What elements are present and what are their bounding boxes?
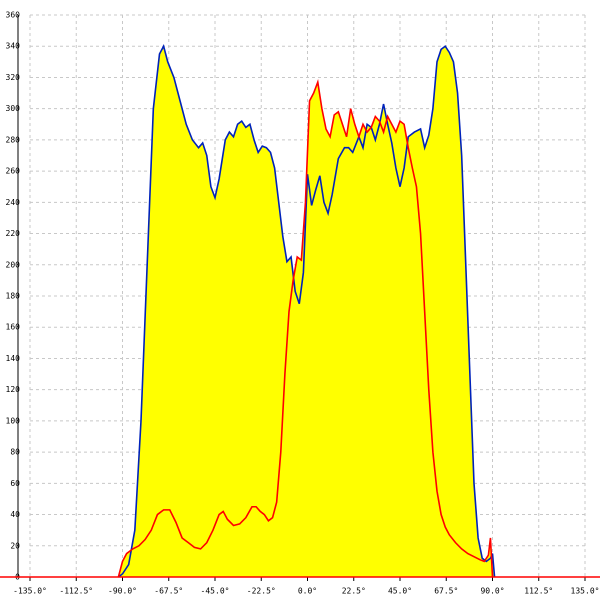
y-tick-label: 320: [6, 73, 21, 82]
x-tick-label: -67.5°: [154, 587, 183, 596]
y-tick-label: 60: [10, 479, 20, 488]
x-tick-label: 135.0°: [571, 587, 600, 596]
y-tick-label: 240: [6, 198, 21, 207]
y-tick-label: 100: [6, 416, 21, 425]
y-tick-label: 40: [10, 510, 20, 519]
y-tick-label: 200: [6, 260, 21, 269]
x-tick-label: 67.5°: [434, 587, 458, 596]
y-tick-label: 180: [6, 292, 21, 301]
x-tick-label: -22.5°: [247, 587, 276, 596]
series-line: [117, 44, 496, 578]
y-tick-label: 20: [10, 541, 20, 550]
x-tick-label: 22.5°: [342, 587, 366, 596]
x-tick-label: 45.0°: [388, 587, 412, 596]
y-tick-label: 140: [6, 354, 21, 363]
x-tick-label: -45.0°: [201, 587, 230, 596]
y-tick-label: 340: [6, 42, 21, 51]
x-tick-label: -90.0°: [108, 587, 137, 596]
y-tick-label: 160: [6, 323, 21, 332]
series-line: [117, 78, 494, 578]
x-tick-label: 90.0°: [480, 587, 504, 596]
y-tick-label: 80: [10, 448, 20, 457]
y-tick-label: 360: [6, 11, 21, 20]
y-tick-label: 260: [6, 167, 21, 176]
x-tick-label: -135.0°: [13, 587, 47, 596]
y-tick-label: 120: [6, 385, 21, 394]
area-fill: [118, 82, 493, 577]
x-tick-label: 112.5°: [524, 587, 553, 596]
y-tick-label: 220: [6, 229, 21, 238]
x-tick-label: -112.5°: [59, 587, 93, 596]
y-tick-label: 300: [6, 104, 21, 113]
x-tick-label: 0.0°: [298, 587, 317, 596]
y-tick-label: 280: [6, 135, 21, 144]
